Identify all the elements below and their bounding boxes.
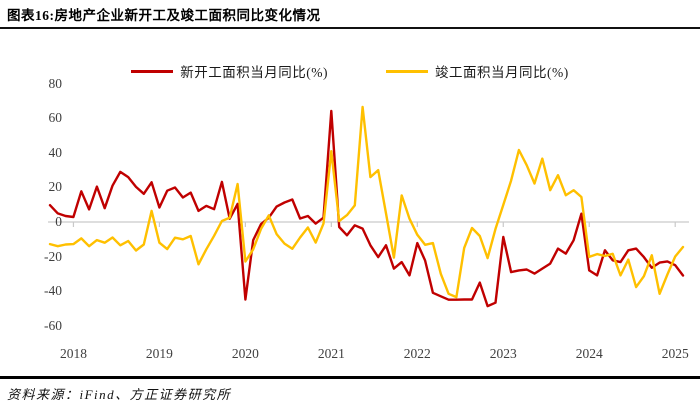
x-tick-label: 2021 — [317, 346, 345, 361]
completions-line-swatch — [386, 69, 428, 73]
new-starts-line-swatch — [131, 69, 174, 73]
y-tick-label: 0 — [55, 214, 62, 229]
new-starts-line — [48, 109, 685, 308]
x-tick-label: 2025 — [661, 346, 689, 361]
y-tick-label: 60 — [48, 110, 63, 126]
chart-legend: 新开工面积当月同比(%) 竣工面积当月同比(%) — [0, 62, 700, 80]
title-divider — [0, 27, 700, 29]
y-tick-label: -40 — [44, 283, 62, 299]
y-tick-label: 20 — [48, 179, 63, 195]
x-tick-label: 2019 — [145, 346, 173, 361]
x-tick-label: 2022 — [403, 346, 431, 361]
y-tick-label: -60 — [44, 317, 62, 333]
x-tick-label: 2023 — [489, 346, 517, 361]
y-tick-label: -20 — [44, 248, 62, 264]
x-tick-label: 2020 — [231, 346, 259, 361]
legend-item-completions: 竣工面积当月同比(%) — [386, 61, 569, 81]
x-tick-label: 2024 — [575, 346, 603, 361]
legend-label-new-starts: 新开工面积当月同比(%) — [180, 65, 328, 80]
completions-line — [48, 105, 685, 299]
y-tick-label: 40 — [48, 144, 63, 160]
legend-label-completions: 竣工面积当月同比(%) — [435, 65, 569, 80]
footer-divider — [0, 376, 700, 379]
y-tick-label: 80 — [48, 75, 63, 91]
source-note: 资料来源：iFind、方正证券研究所 — [7, 387, 232, 402]
x-tick-label: 2018 — [59, 346, 87, 361]
chart-title: 图表16:房地产企业新开工及竣工面积同比变化情况 — [7, 8, 321, 23]
legend-item-new-starts: 新开工面积当月同比(%) — [131, 61, 328, 81]
